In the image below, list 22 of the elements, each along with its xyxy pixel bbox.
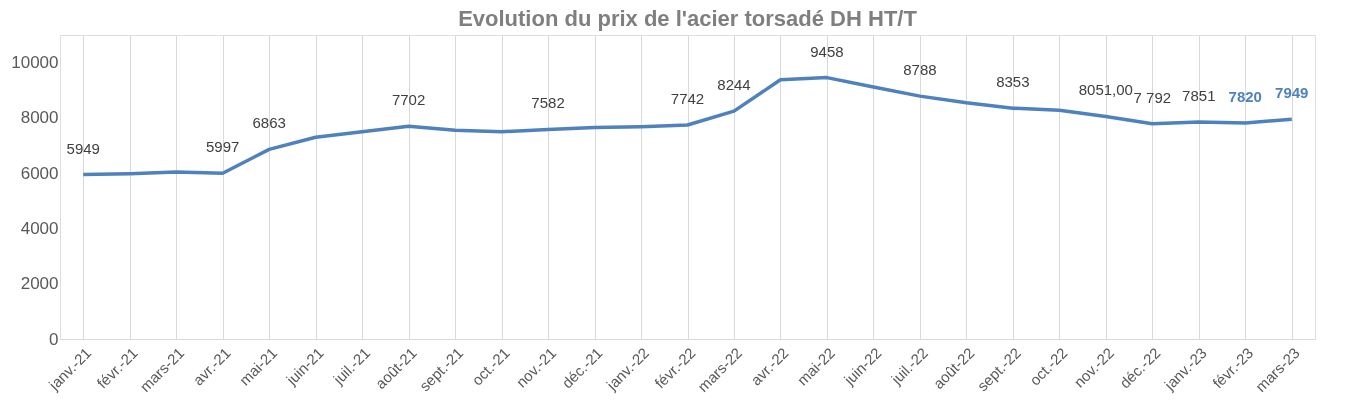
- y-tick-label: 4000: [20, 218, 59, 238]
- data-label: 8051,00: [1078, 81, 1133, 99]
- y-tick-label: 2000: [20, 274, 59, 294]
- data-label: 7 792: [1133, 88, 1172, 106]
- chart-title: Evolution du prix de l'acier torsadé DH HT/T: [458, 6, 918, 31]
- data-label: 7851: [1182, 87, 1216, 105]
- data-label: 7949: [1275, 84, 1309, 102]
- data-label: 7702: [391, 91, 426, 109]
- y-tick-label: 6000: [20, 163, 59, 183]
- data-label: 7820: [1228, 87, 1262, 105]
- data-label: 7582: [531, 94, 565, 112]
- data-label: 5997: [206, 138, 240, 156]
- y-tick-label: 0: [49, 329, 59, 349]
- data-label: 8244: [717, 76, 751, 94]
- data-label: 8788: [903, 61, 937, 79]
- data-label: 5949: [66, 139, 100, 157]
- data-label: 6863: [252, 114, 286, 132]
- y-tick-label: 8000: [20, 108, 59, 128]
- data-label: 7742: [670, 90, 705, 108]
- data-label: 9458: [810, 42, 844, 60]
- y-tick-label: 10000: [11, 53, 59, 73]
- data-label: 8353: [996, 73, 1030, 91]
